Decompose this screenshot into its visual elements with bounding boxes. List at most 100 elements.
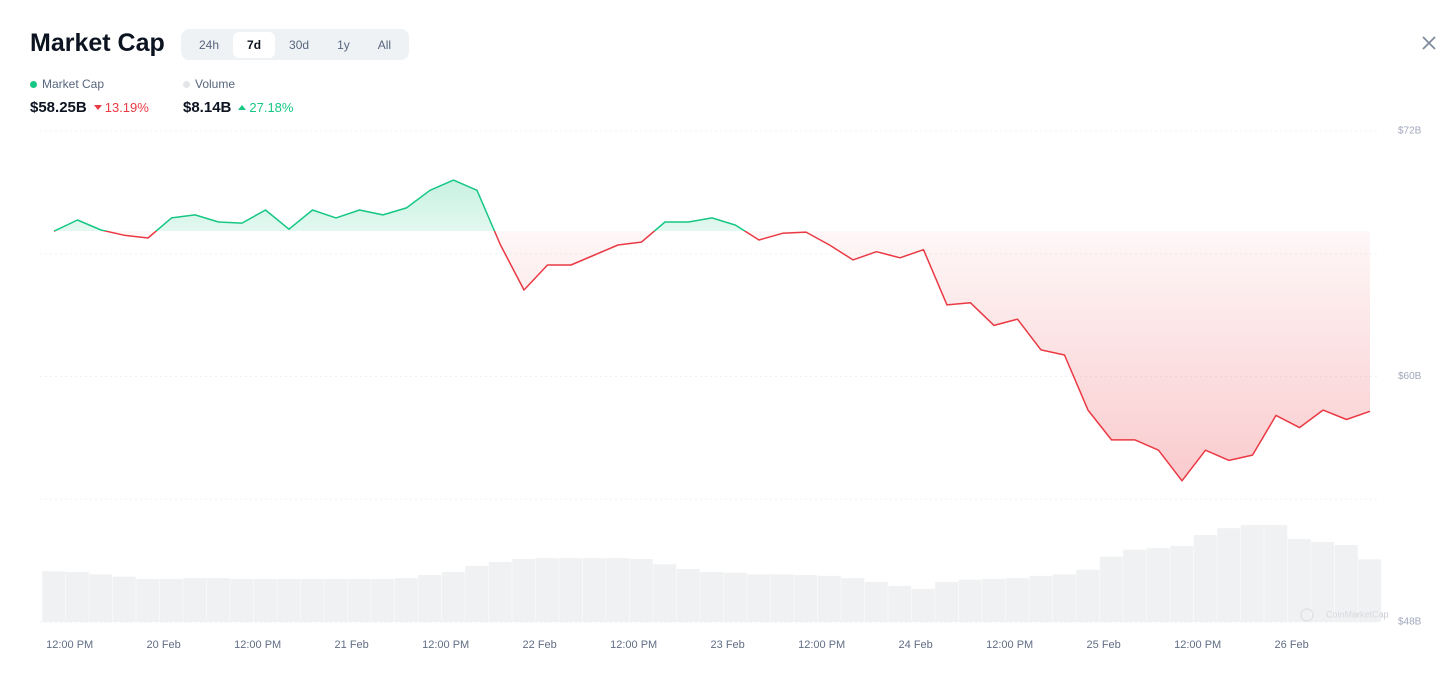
volume-bar bbox=[112, 576, 136, 622]
x-tick-label: 12:00 PM bbox=[798, 639, 845, 651]
volume-bar bbox=[1170, 545, 1194, 622]
volume-bar bbox=[42, 571, 66, 622]
x-tick-label: 12:00 PM bbox=[46, 639, 93, 651]
volume-bar bbox=[700, 572, 724, 622]
range-tab[interactable]: 1y bbox=[337, 37, 350, 52]
volume-bar bbox=[418, 575, 442, 622]
volume-bar bbox=[1099, 556, 1123, 622]
volume-bar bbox=[676, 568, 700, 622]
volume-bar bbox=[1076, 569, 1100, 622]
x-tick-label: 12:00 PM bbox=[1174, 639, 1221, 651]
volume-bar bbox=[1264, 525, 1288, 622]
volume-bar bbox=[653, 564, 677, 622]
volume-bar bbox=[1240, 525, 1264, 622]
volume-bar bbox=[794, 575, 818, 622]
volume-bar bbox=[982, 578, 1006, 622]
volume-bar bbox=[747, 574, 771, 622]
volume-bar bbox=[136, 578, 160, 622]
legend-entry[interactable]: Market Cap bbox=[30, 77, 104, 91]
volume-bar bbox=[159, 578, 183, 622]
legend-label: Volume bbox=[195, 77, 236, 91]
x-tick-label: 24 Feb bbox=[899, 639, 933, 651]
y-tick-label: $72B bbox=[1398, 126, 1422, 137]
range-tab[interactable]: All bbox=[377, 37, 392, 52]
close-button[interactable] bbox=[1419, 33, 1439, 53]
volume-bar bbox=[817, 575, 841, 622]
line bbox=[53, 179, 1371, 482]
x-tick-label: 12:00 PM bbox=[234, 639, 281, 651]
stat: $8.14B 27.18% bbox=[183, 99, 293, 116]
x-tick-label: 20 Feb bbox=[147, 639, 181, 651]
change-arrow bbox=[93, 105, 102, 110]
volume-bar bbox=[465, 565, 489, 622]
x-tick-label: 23 Feb bbox=[711, 639, 745, 651]
x-tick-label: 26 Feb bbox=[1275, 639, 1309, 651]
volume-bar bbox=[488, 562, 512, 622]
x-tick-label: 22 Feb bbox=[523, 639, 557, 651]
volume-bar bbox=[347, 578, 371, 622]
volume-bar bbox=[89, 574, 113, 622]
volume-bar bbox=[1311, 542, 1335, 622]
stat-value: $58.25B bbox=[30, 99, 87, 116]
volume-bar bbox=[559, 558, 583, 622]
volume-bar bbox=[770, 574, 794, 622]
volume-bar bbox=[1287, 538, 1311, 622]
volume-bar bbox=[512, 558, 536, 622]
x-tick-label: 21 Feb bbox=[335, 639, 369, 651]
volume-bar bbox=[958, 579, 982, 622]
stat-change: 27.18% bbox=[238, 100, 293, 115]
range-tab[interactable]: 24h bbox=[199, 37, 220, 52]
title: Market Cap bbox=[30, 29, 165, 57]
volume-bar bbox=[1334, 545, 1358, 622]
volume-bar bbox=[629, 558, 653, 622]
watermark-logo bbox=[1300, 608, 1314, 622]
legend-dot bbox=[183, 80, 190, 88]
legend-entry[interactable]: Volume bbox=[183, 77, 235, 91]
volume-bar bbox=[1358, 559, 1382, 622]
change-text: 27.18% bbox=[249, 100, 294, 115]
stat-change: 13.19% bbox=[93, 100, 149, 115]
volume-bar bbox=[1052, 574, 1076, 622]
volume-bar bbox=[1146, 548, 1170, 622]
area bbox=[54, 180, 1370, 481]
change-arrow bbox=[238, 105, 247, 110]
volume-bar bbox=[183, 578, 207, 622]
volume-bar bbox=[1005, 578, 1029, 622]
range-tab[interactable]: 30d bbox=[289, 37, 310, 52]
volume-bar bbox=[394, 578, 418, 622]
x-tick-label: 12:00 PM bbox=[986, 639, 1033, 651]
volume-bar bbox=[230, 578, 254, 622]
volume-bar bbox=[371, 578, 395, 622]
x-tick-label: 12:00 PM bbox=[422, 639, 469, 651]
stat: $58.25B 13.19% bbox=[30, 99, 149, 116]
volume-bar bbox=[864, 582, 888, 622]
volume-bar bbox=[1193, 535, 1217, 622]
x-tick-label: 25 Feb bbox=[1087, 639, 1121, 651]
volume-bar bbox=[206, 578, 230, 622]
volume-bar bbox=[935, 582, 959, 622]
volume-bar bbox=[1029, 575, 1053, 622]
volume-bar bbox=[253, 578, 277, 622]
y-tick-label: $48B bbox=[1398, 617, 1422, 628]
volume-bar bbox=[535, 558, 559, 622]
range-tab[interactable]: 7d bbox=[233, 31, 276, 58]
volume-bar bbox=[606, 558, 630, 622]
volume-bar bbox=[888, 585, 912, 622]
change-text: 13.19% bbox=[104, 100, 149, 115]
volume-bar bbox=[441, 572, 465, 622]
watermark: CoinMarketCap bbox=[1326, 609, 1389, 619]
legend-dot bbox=[30, 80, 37, 88]
volume-bar bbox=[65, 572, 89, 622]
volume-bar bbox=[582, 558, 606, 622]
legend-label: Market Cap bbox=[42, 77, 105, 91]
range-tabs: 24h 7d 30d 1y All bbox=[181, 29, 410, 60]
volume-bar bbox=[723, 572, 747, 622]
x-tick-label: 12:00 PM bbox=[610, 639, 657, 651]
volume-bar bbox=[300, 578, 324, 622]
volume-bar bbox=[911, 588, 935, 622]
volume-bar bbox=[1217, 528, 1241, 622]
volume-bar bbox=[324, 578, 348, 622]
y-tick-label: $60B bbox=[1398, 371, 1422, 382]
stat-value: $8.14B bbox=[183, 99, 232, 116]
